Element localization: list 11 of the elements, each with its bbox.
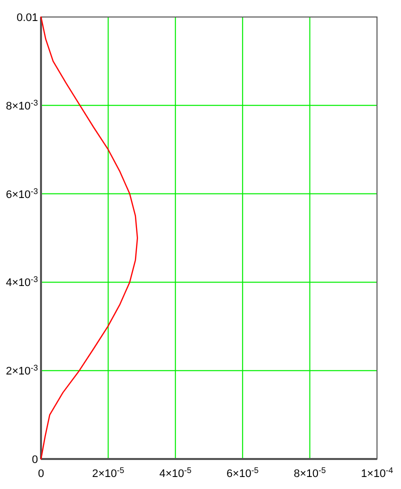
x-tick-label: 6×10$^{-5}$ (226, 466, 260, 480)
y-tick-label: 2×10$^{-3}$ (6, 363, 38, 378)
y-tick-label: 0.01 (16, 12, 38, 24)
y-tick-label: 0 (32, 454, 38, 466)
y-tick-label: 4×10$^{-3}$ (6, 274, 38, 290)
x-tick-label: 8×10$^{-5}$ (294, 466, 326, 480)
x-tick-label: 1×10$^{-4}$ (360, 466, 394, 480)
x-tick-label: 4×10$^{-5}$ (159, 466, 192, 480)
x-tick-label: 2×10$^{-5}$ (92, 466, 125, 480)
y-tick-label: 6×10$^{-3}$ (6, 186, 38, 201)
y-tick-label: 8×10$^{-3}$ (6, 98, 38, 112)
